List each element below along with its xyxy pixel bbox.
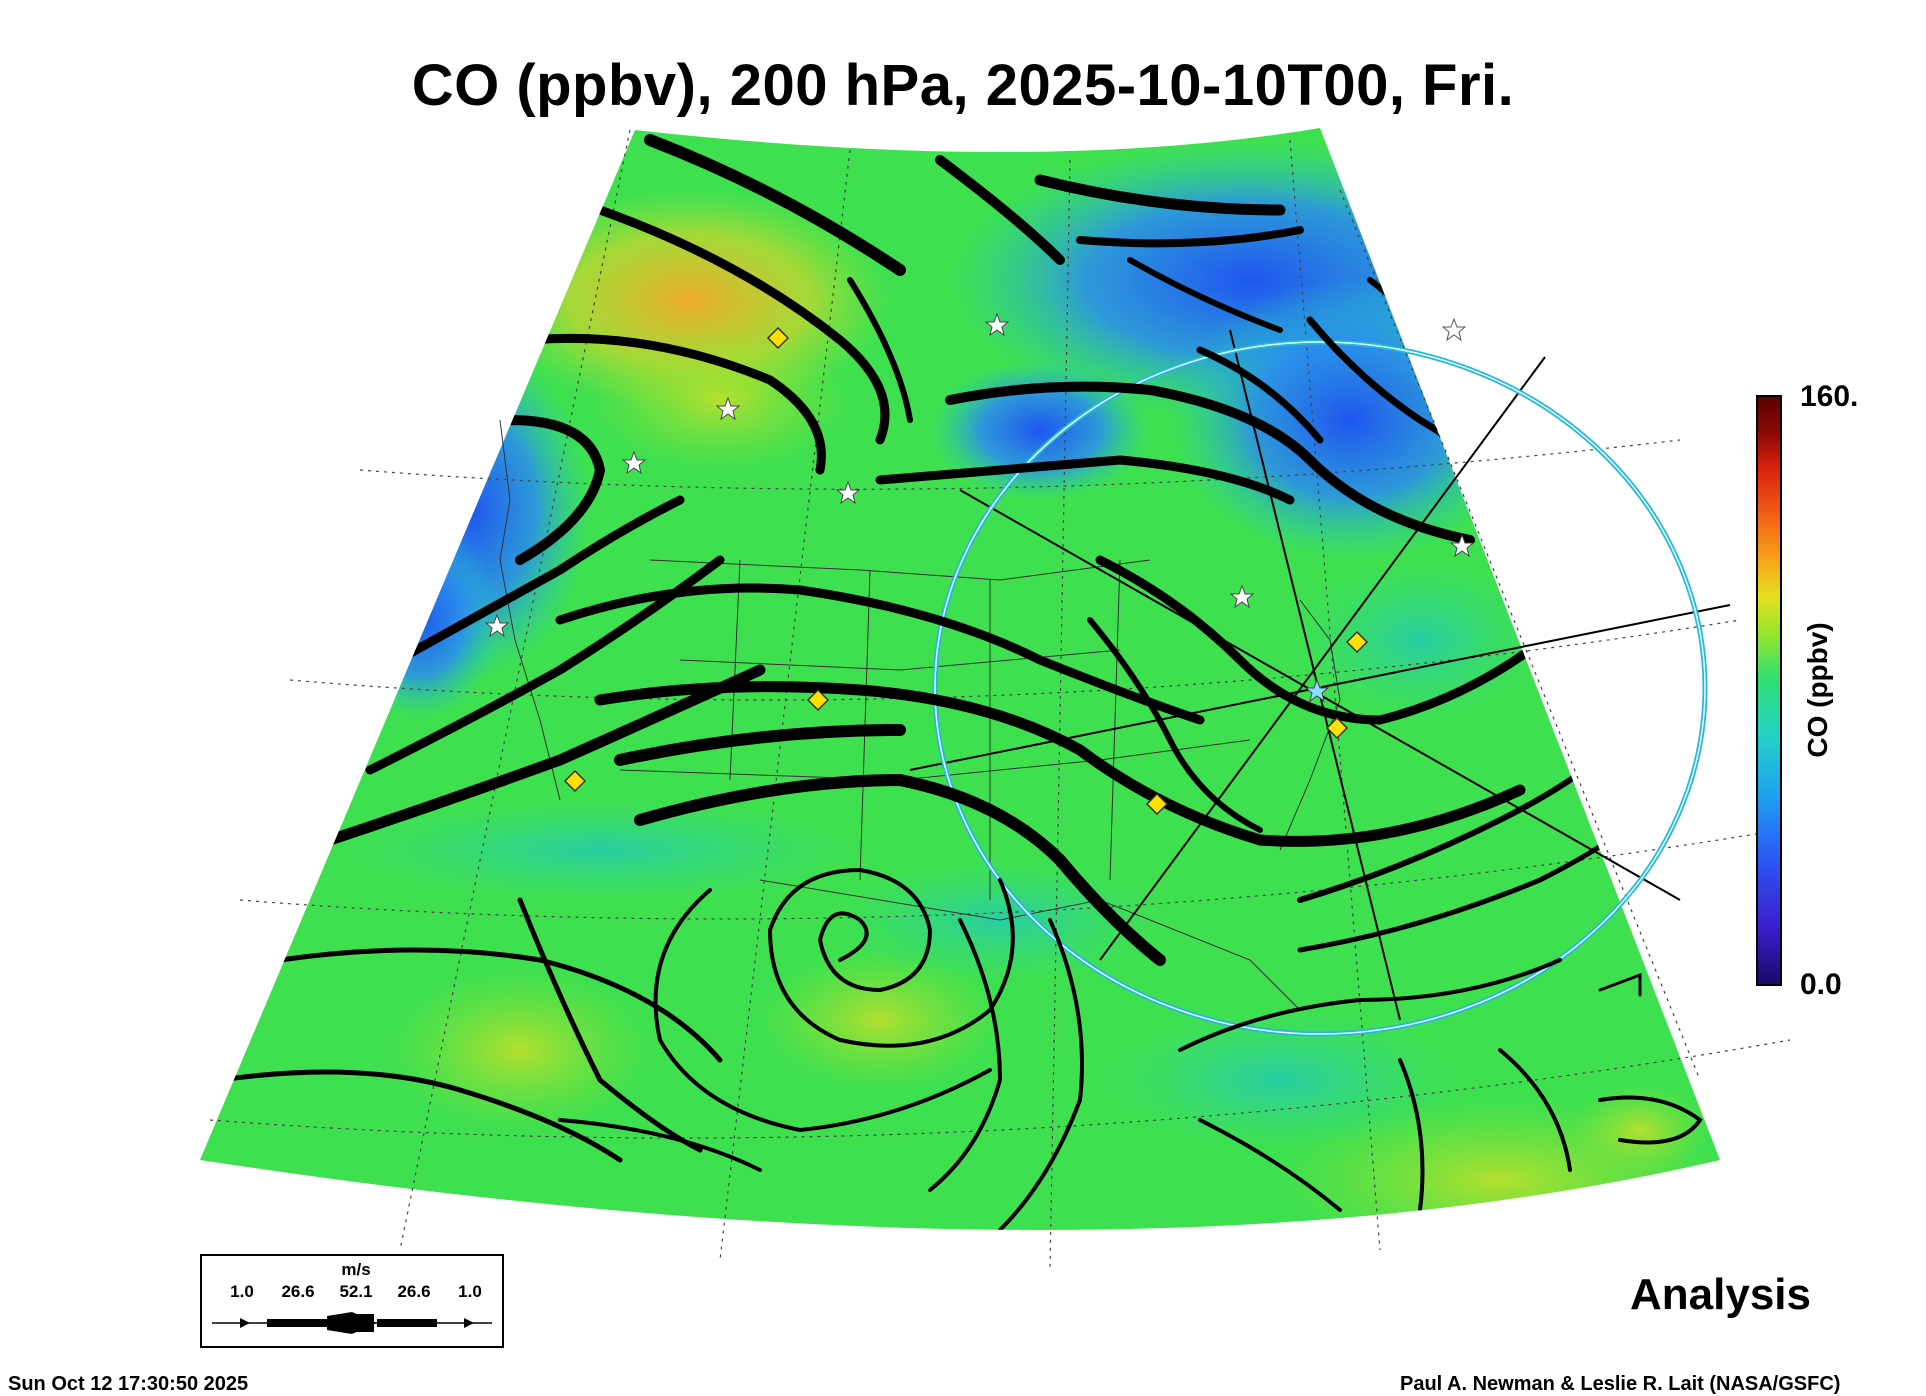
streamline	[653, 888, 992, 1133]
star-marker	[1304, 678, 1330, 703]
legend-tick: 1.0	[458, 1282, 482, 1301]
streamline	[847, 277, 913, 423]
streamline	[644, 134, 906, 276]
streamline	[595, 205, 890, 445]
legend-tick: 52.1	[339, 1282, 373, 1301]
star-marker	[984, 312, 1010, 337]
streamline	[998, 918, 1084, 1230]
streamline	[1196, 346, 1324, 444]
streamline	[277, 947, 723, 1063]
streamline	[945, 381, 1475, 545]
streamline	[875, 455, 1295, 505]
star-markers	[484, 312, 1475, 703]
star-marker	[621, 450, 647, 475]
streamline	[1087, 617, 1263, 833]
diamond-marker	[563, 769, 587, 793]
generated-timestamp: Sun Oct 12 17:30:50 2025	[8, 1373, 249, 1395]
star-marker	[1449, 533, 1475, 558]
legend-tick: 1.0	[230, 1282, 254, 1301]
diamond-marker	[806, 688, 830, 712]
streamline	[1198, 1118, 1342, 1212]
streamline	[767, 867, 1015, 1048]
star-marker	[715, 396, 741, 421]
diamond-marker	[1325, 716, 1349, 740]
streamline	[1598, 1095, 1703, 1145]
streamline	[594, 681, 1526, 847]
streamline	[634, 773, 1166, 966]
star-marker	[1229, 584, 1255, 609]
colorbar	[1756, 395, 1782, 986]
colorbar-max-label: 160.	[1800, 380, 1859, 413]
streamline	[1498, 1048, 1572, 1172]
page-title: CO (ppbv), 200 hPa, 2025-10-10T00, Fri.	[411, 53, 1515, 118]
star-marker	[484, 613, 510, 638]
wind-speed-legend: m/s 1.0 26.6 52.1 26.6 1.0	[200, 1254, 504, 1348]
streamline	[1076, 226, 1304, 248]
star-marker	[835, 480, 861, 505]
streamline	[1034, 174, 1286, 216]
credit-line: Paul A. Newman & Leslie R. Lait (NASA/GS…	[1400, 1373, 1841, 1395]
legend-tick: 26.6	[397, 1282, 431, 1301]
diamond-marker	[1145, 792, 1169, 816]
diamond-marker	[766, 326, 790, 350]
streamline	[1178, 958, 1562, 1052]
streamline	[1598, 972, 1642, 997]
legend-arrow	[212, 1312, 492, 1334]
streamline	[375, 495, 685, 675]
streamline	[935, 155, 1065, 265]
streamline	[525, 333, 826, 475]
streamline	[614, 724, 906, 766]
streamline	[558, 1118, 762, 1172]
run-type-label: Analysis	[1630, 1270, 1811, 1319]
legend-unit: m/s	[341, 1260, 371, 1279]
streamline	[517, 897, 703, 1153]
streamline	[1398, 1058, 1425, 1212]
colorbar-title: CO (ppbv)	[1802, 622, 1833, 758]
streamline	[928, 918, 1003, 1192]
streamline	[555, 583, 1205, 725]
diamond-marker	[1345, 630, 1369, 654]
streamline	[1095, 555, 1535, 725]
streamline	[217, 1069, 623, 1163]
star-marker	[1441, 317, 1467, 342]
cross-section-lines	[909, 329, 1731, 1021]
legend-tick: 26.6	[281, 1282, 315, 1301]
streamline	[324, 664, 766, 846]
diamond-markers	[563, 326, 1369, 816]
colorbar-min-label: 0.0	[1800, 968, 1842, 1001]
streamline	[1127, 257, 1283, 333]
